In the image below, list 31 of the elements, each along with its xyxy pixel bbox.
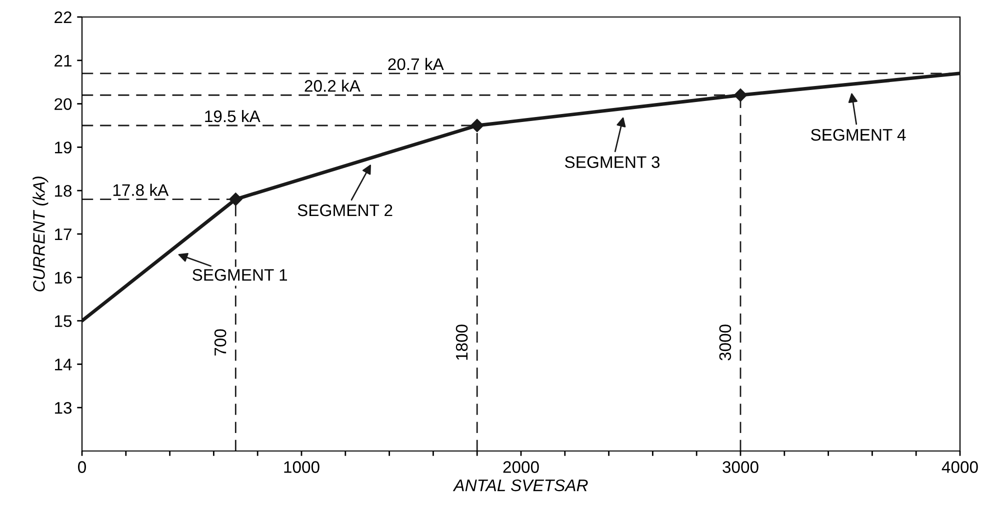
- ref-line-label: 1800: [456, 324, 468, 360]
- ref-line-label: 700: [214, 329, 226, 356]
- ref-line-label: 19.5 kA: [205, 110, 260, 122]
- y-tick-label: 16: [55, 272, 72, 284]
- y-tick-label: 22: [54, 11, 72, 24]
- ref-line-label: 20.7 kA: [388, 58, 444, 70]
- x-tick-label: 4000: [942, 461, 978, 473]
- y-tick-label: 15: [55, 315, 72, 328]
- annotation: SEGMENT 4: [810, 128, 906, 141]
- y-tick-label: 18: [55, 185, 72, 197]
- y-tick-label: 20: [54, 98, 72, 110]
- y-tick-label: 14: [55, 358, 72, 370]
- ref-line-label: 3000: [719, 324, 732, 360]
- point: [470, 118, 484, 132]
- y-tick-label: 13: [55, 402, 72, 414]
- x-tick-label: 2000: [503, 461, 539, 473]
- x-axis-title: ANTAL SVETSAR: [452, 479, 588, 492]
- y-tick-label: 21: [54, 54, 72, 66]
- x-tick-label: 1000: [284, 461, 320, 473]
- y-axis-title: CURRENT (kA): [32, 176, 48, 292]
- y-tick-label: 17: [55, 228, 72, 240]
- x-tick-label: 0: [78, 461, 86, 473]
- y-tick-label: 19: [55, 142, 72, 154]
- annotation: SEGMENT 2: [298, 204, 392, 216]
- annotation: SEGMENT 1: [192, 269, 287, 281]
- point: [734, 88, 748, 102]
- x-tick-label: 3000: [722, 461, 758, 473]
- ref-line-label: 17.8 kA: [113, 184, 169, 196]
- ref-line-label: 20.2 kA: [304, 80, 360, 92]
- point: [229, 192, 242, 206]
- annotation: SEGMENT 3: [565, 156, 660, 168]
